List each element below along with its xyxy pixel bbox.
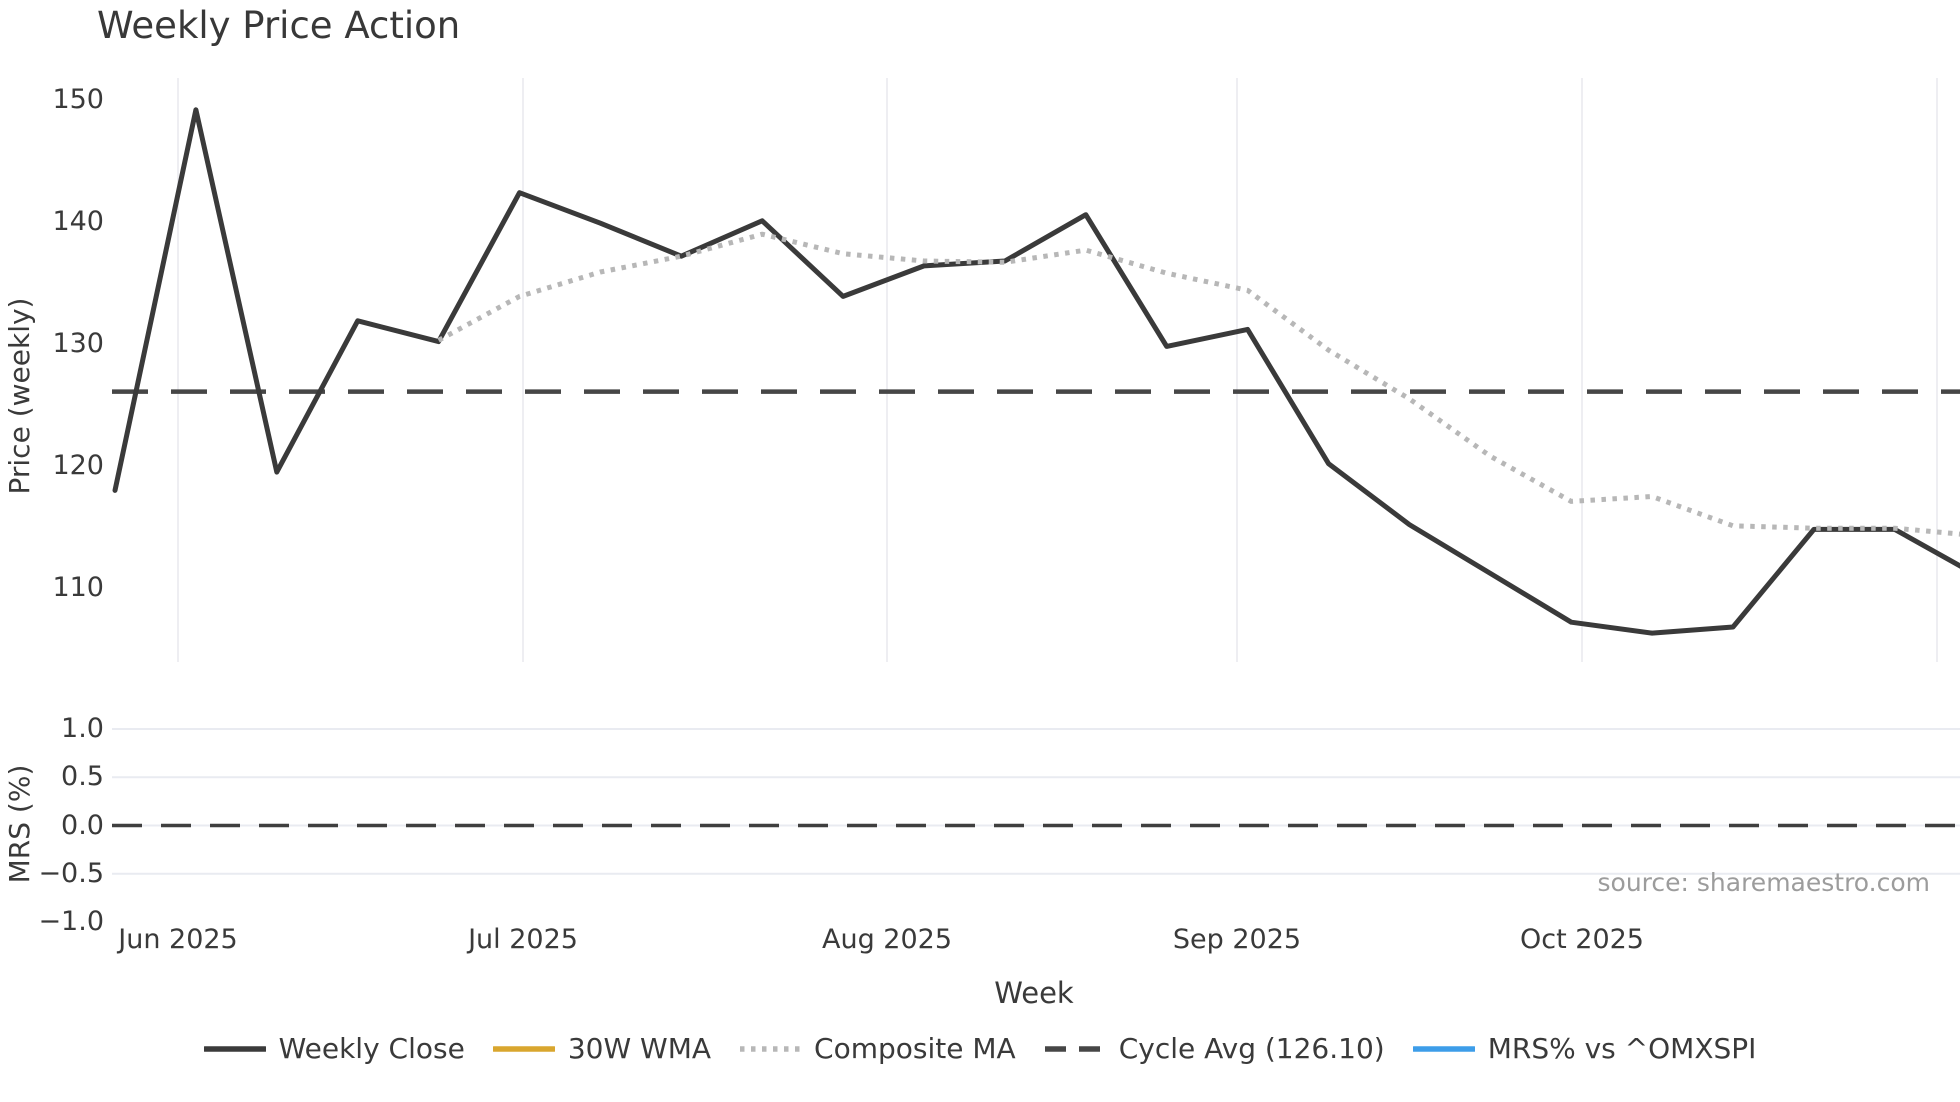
price-tick-label: 130 (52, 328, 104, 359)
month-tick-label: Aug 2025 (821, 924, 953, 955)
legend-item: MRS% vs ^OMXSPI (1412, 1032, 1757, 1065)
legend-item: Weekly Close (203, 1032, 465, 1065)
legend-label: Composite MA (814, 1032, 1016, 1065)
price-tick-label: 140 (52, 206, 104, 237)
mrs-tick-label: −1.0 (38, 906, 104, 937)
source-credit: source: sharemaestro.com (1597, 868, 1931, 897)
chart-title: Weekly Price Action (97, 4, 461, 47)
legend-item: Cycle Avg (126.10) (1044, 1032, 1385, 1065)
x-axis-label: Week (994, 976, 1074, 1010)
legend-swatch-solid-line (492, 1045, 555, 1052)
weekly-close-line (112, 107, 1960, 636)
month-gridlines (177, 78, 1938, 662)
price-tick-label: 120 (52, 450, 104, 481)
mrs-tick-label: −0.5 (38, 857, 104, 889)
legend-swatch-dashed-line (1044, 1045, 1105, 1052)
mrs-tick-label: 1.0 (61, 713, 104, 744)
mrs-gridlines (112, 728, 1960, 875)
price-tick-label: 110 (52, 572, 104, 603)
legend-item: 30W WMA (492, 1032, 712, 1065)
legend-label: Weekly Close (278, 1032, 465, 1065)
mrs-tick-label: 0.5 (61, 761, 104, 793)
price-tick-label: 150 (52, 84, 104, 115)
mrs-tick-label: 0.0 (61, 809, 104, 841)
legend: Weekly Close 30W WMA Composite MA Cycle Avg… (0, 1032, 1960, 1065)
legend-label: 30W WMA (567, 1032, 712, 1065)
legend-swatch-solid-line (1412, 1045, 1475, 1052)
legend-swatch-solid-line (203, 1045, 266, 1052)
month-tick-label: Oct 2025 (1520, 924, 1644, 955)
legend-label: MRS% vs ^OMXSPI (1487, 1032, 1757, 1065)
composite-ma-line (437, 231, 1960, 537)
month-tick-label: Sep 2025 (1172, 924, 1302, 955)
legend-label: Cycle Avg (126.10) (1118, 1032, 1385, 1065)
month-tick-label: Jul 2025 (468, 924, 578, 955)
month-tick-label: Jun 2025 (118, 924, 238, 955)
legend-item: Composite MA (739, 1032, 1016, 1065)
price-axis-label: Price (weekly) (3, 297, 36, 495)
legend-swatch-dotted-line (740, 1045, 801, 1052)
